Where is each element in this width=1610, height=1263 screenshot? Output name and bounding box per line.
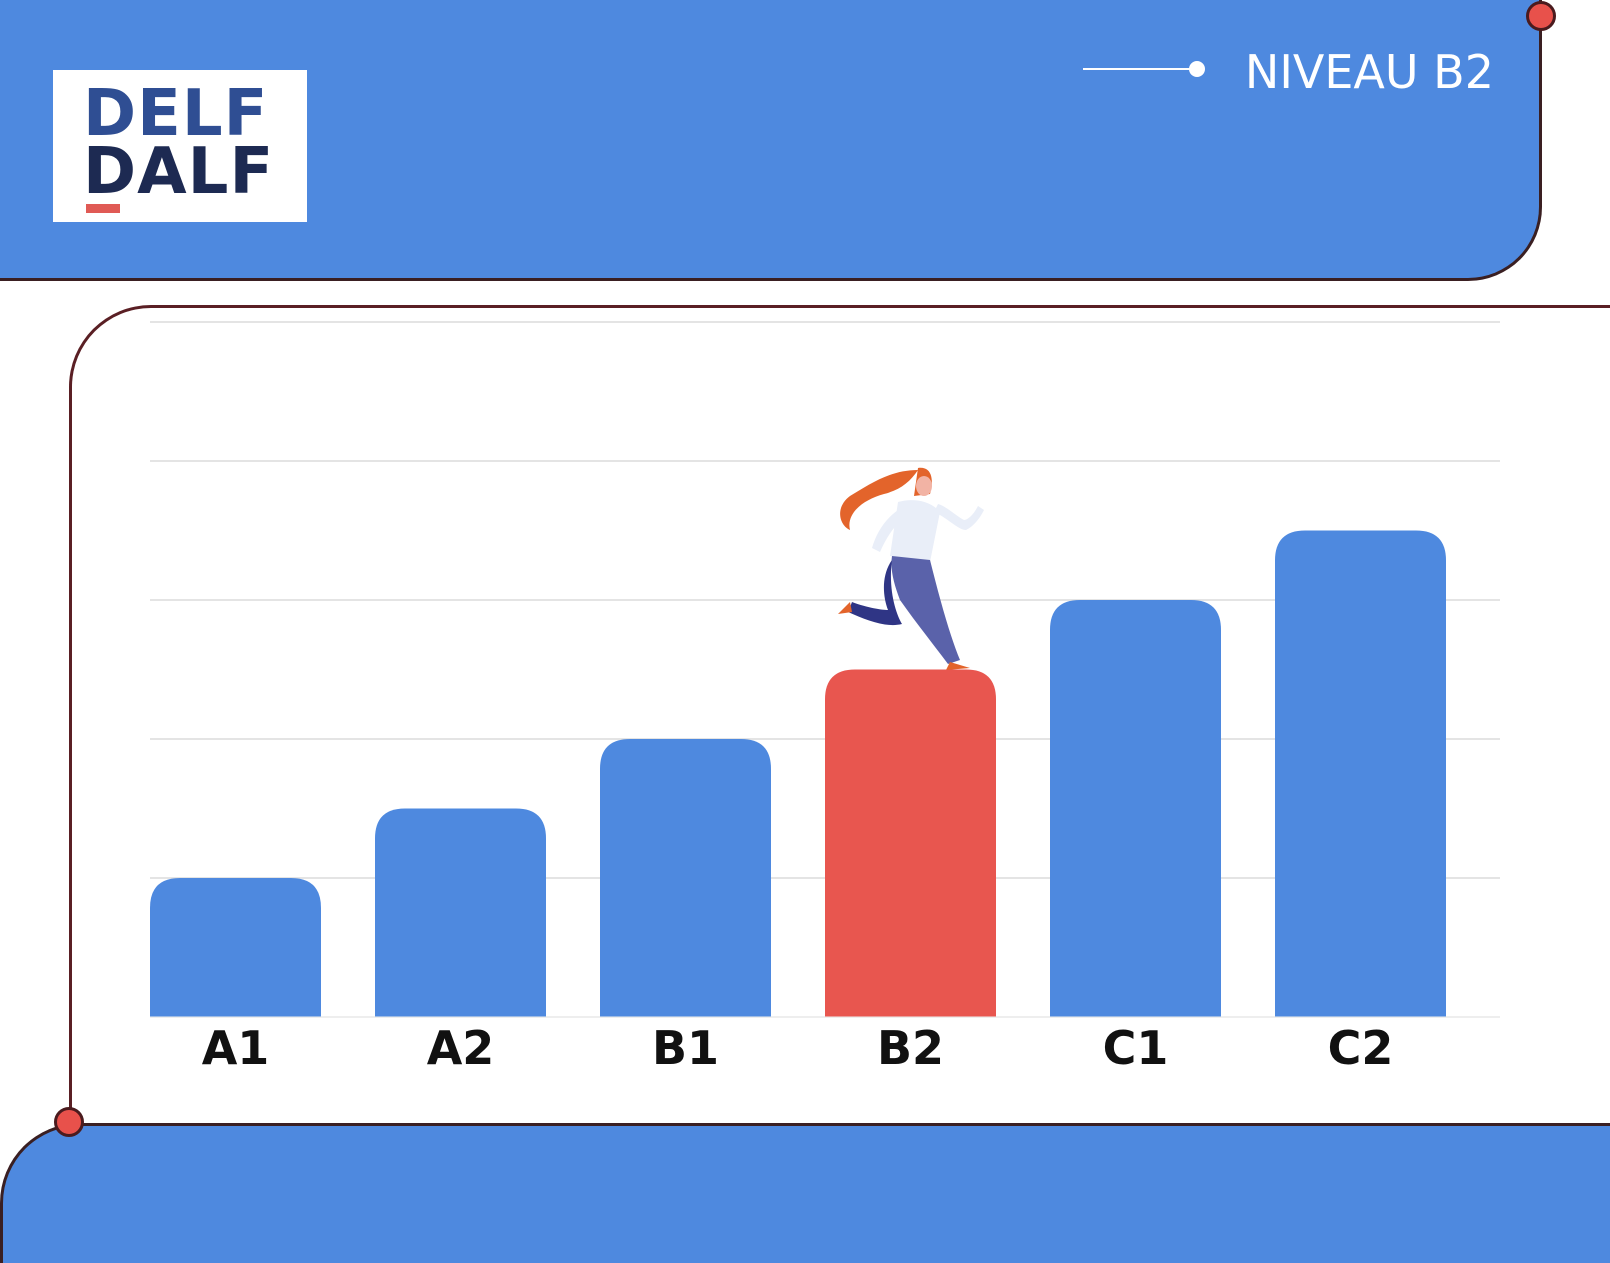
runner-shoe-back [838, 602, 852, 614]
bar-c2 [1275, 530, 1446, 1017]
delf-dalf-logo: DELF DALF [53, 70, 307, 222]
runner-face [916, 476, 932, 496]
tick-label-b1: B1 [652, 1021, 719, 1075]
runner-torso [890, 500, 940, 562]
runner-arm-back [872, 510, 904, 552]
bar-c1 [1050, 600, 1221, 1017]
logo-line-delf: DELF [83, 77, 269, 151]
logo-accent-bar [86, 204, 120, 213]
level-tag: NIVEAU B2 [1244, 45, 1494, 99]
bar-a1 [150, 878, 321, 1017]
runner-leg-front [891, 556, 960, 664]
bar-b2 [825, 669, 996, 1017]
tick-label-a1: A1 [202, 1021, 270, 1075]
bar-a2 [375, 808, 546, 1017]
connector-line [1083, 68, 1198, 70]
logo-line-dalf: DALF [83, 135, 275, 209]
running-woman-icon [838, 467, 984, 670]
bar-b1 [600, 739, 771, 1017]
runner-arm-front [934, 504, 984, 530]
tick-label-c2: C2 [1328, 1021, 1394, 1075]
connector-dot [1189, 61, 1205, 77]
runner-leg-back [848, 560, 902, 626]
accent-dot-top-right [1526, 1, 1556, 31]
tick-label-a2: A2 [427, 1021, 495, 1075]
chart-frame [69, 305, 1610, 1120]
runner-shoe-front [946, 662, 970, 670]
tick-label-b2: B2 [877, 1021, 944, 1075]
accent-dot-bottom-left [54, 1107, 84, 1137]
tick-label-c1: C1 [1103, 1021, 1169, 1075]
bar-chart: A1 A2 B1 B2 C1 C2 [150, 321, 1500, 1075]
